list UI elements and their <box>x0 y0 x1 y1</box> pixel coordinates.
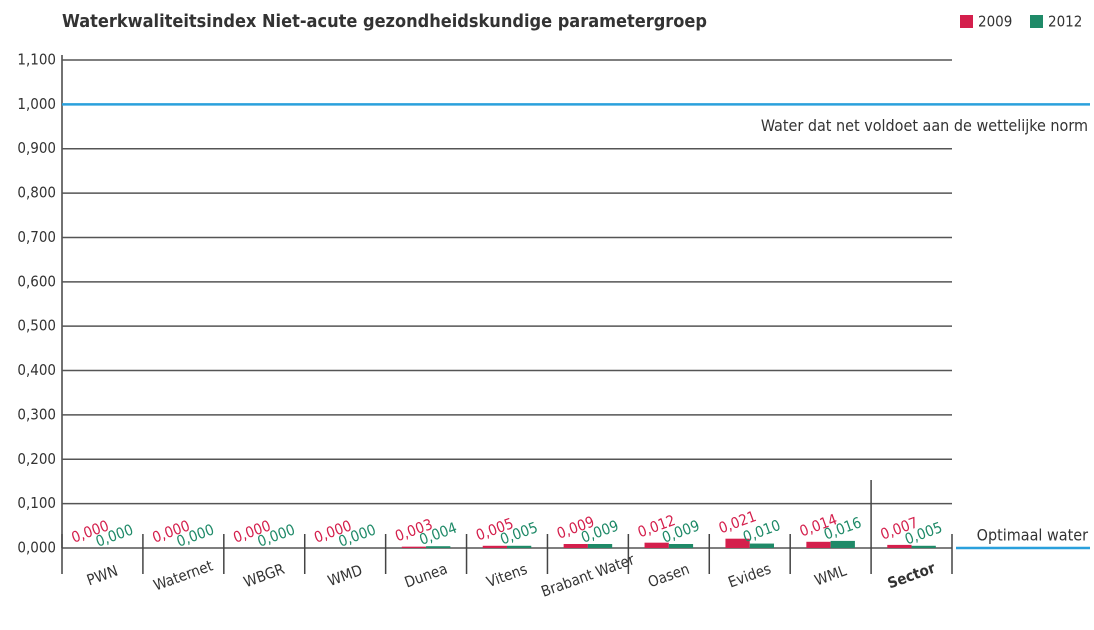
y-tick-label: 0,500 <box>17 317 56 335</box>
bar <box>587 544 613 548</box>
y-tick-label: 0,600 <box>17 272 56 290</box>
x-tick-label: WBGR <box>241 560 287 591</box>
x-tick-label: WML <box>812 561 849 589</box>
y-tick-label: 0,400 <box>17 361 56 379</box>
bar <box>725 538 750 548</box>
bar <box>563 544 588 548</box>
y-tick-label: 0,800 <box>17 184 56 202</box>
x-tick-label: Oasen <box>645 560 691 592</box>
x-tick-label: Dunea <box>402 560 450 592</box>
y-tick-label: 0,300 <box>17 405 56 423</box>
bar <box>482 545 507 548</box>
x-tick-label: Brabant Water <box>539 550 638 601</box>
reference-label: Optimaal water <box>977 526 1088 545</box>
chart-title: Waterkwaliteitsindex Niet-acute gezondhe… <box>62 11 707 32</box>
y-tick-label: 1,100 <box>17 51 56 69</box>
y-tick-label: 0,700 <box>17 228 56 246</box>
bar <box>668 544 694 548</box>
bar <box>830 540 855 548</box>
x-tick-label: Vitens <box>484 560 529 591</box>
bar <box>401 546 427 548</box>
bar <box>644 542 669 548</box>
y-tick-label: 0,100 <box>17 494 56 512</box>
reference-label: Water dat net voldoet aan de wettelijke … <box>761 116 1088 135</box>
x-tick-label: Evides <box>726 560 774 592</box>
x-tick-label: WMD <box>325 561 364 590</box>
legend-swatch <box>960 15 973 28</box>
bar <box>507 545 532 548</box>
bar <box>911 545 936 548</box>
x-tick-label: Sector <box>885 559 938 593</box>
legend-label: 2009 <box>978 13 1012 31</box>
y-tick-label: 0,000 <box>17 539 56 557</box>
x-tick-label: PWN <box>84 562 120 590</box>
legend-swatch <box>1030 15 1043 28</box>
bar <box>887 544 912 548</box>
bar <box>426 546 451 548</box>
x-tick-label: Waternet <box>151 557 215 595</box>
bar <box>749 543 774 548</box>
y-tick-label: 0,200 <box>17 450 56 468</box>
legend-label: 2012 <box>1048 13 1082 31</box>
bar <box>806 541 831 548</box>
y-tick-label: 0,900 <box>17 139 56 157</box>
y-tick-label: 1,000 <box>17 95 56 113</box>
